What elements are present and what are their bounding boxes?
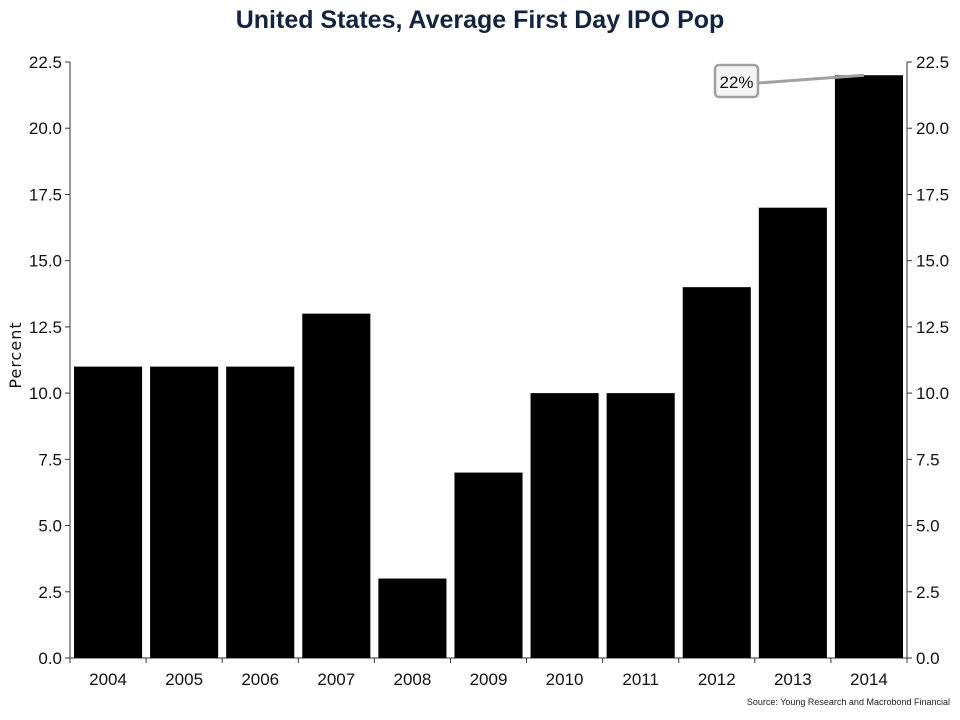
bar-2011 xyxy=(606,393,675,658)
y-tick-label-right: 0.0 xyxy=(916,649,940,668)
y-tick-label-right: 10.0 xyxy=(916,384,949,403)
value-callout: 22% xyxy=(713,63,865,99)
y-tick-label-left: 12.5 xyxy=(29,318,62,337)
x-tick-label-2014: 2014 xyxy=(850,670,888,689)
y-tick-label-right: 15.0 xyxy=(916,252,949,271)
x-tick-label-2004: 2004 xyxy=(89,670,127,689)
y-tick-label-left: 22.5 xyxy=(29,53,62,72)
x-tick-label-2010: 2010 xyxy=(546,670,584,689)
y-tick-label-right: 17.5 xyxy=(916,185,949,204)
bar-2004 xyxy=(74,366,143,658)
y-tick-label-right: 22.5 xyxy=(916,53,949,72)
y-tick-label-left: 10.0 xyxy=(29,384,62,403)
y-axis-label: Percent xyxy=(6,321,25,388)
bar-2010 xyxy=(530,393,599,658)
bar-2014 xyxy=(834,75,903,658)
source-note: Source: Young Research and Macrobond Fin… xyxy=(746,697,950,707)
y-tick-label-left: 20.0 xyxy=(29,119,62,138)
y-tick-label-left: 7.5 xyxy=(38,450,62,469)
bars xyxy=(74,75,903,658)
chart-title: United States, Average First Day IPO Pop xyxy=(235,6,725,34)
x-tick-label-2011: 2011 xyxy=(622,670,659,689)
callout-label: 22% xyxy=(719,73,753,92)
y-tick-label-right: 7.5 xyxy=(916,450,940,469)
y-tick-label-right: 5.0 xyxy=(916,517,940,536)
bar-2007 xyxy=(302,313,371,658)
y-tick-label-right: 20.0 xyxy=(916,119,949,138)
bar-2005 xyxy=(150,366,219,658)
x-tick-label-2013: 2013 xyxy=(774,670,812,689)
y-tick-label-left: 2.5 xyxy=(38,583,62,602)
bar-2009 xyxy=(454,472,523,658)
bar-2006 xyxy=(226,366,295,658)
bar-2013 xyxy=(758,207,827,658)
callout-leader xyxy=(757,73,865,85)
y-tick-label-left: 0.0 xyxy=(38,649,62,668)
tick-labels: 0.0 0.0 2.5 2.5 5.0 5.0 7.5 7.5 10.0 10.0 12.5 12.5… xyxy=(29,53,949,689)
x-tick-label-2009: 2009 xyxy=(470,670,508,689)
x-tick-label-2006: 2006 xyxy=(241,670,279,689)
callout-box xyxy=(713,63,760,99)
bar-2008 xyxy=(378,578,447,658)
y-tick-label-left: 15.0 xyxy=(29,252,62,271)
y-tick-label-left: 17.5 xyxy=(29,185,62,204)
x-tick-label-2012: 2012 xyxy=(698,670,736,689)
bar-2012 xyxy=(682,287,751,658)
y-tick-label-right: 2.5 xyxy=(916,583,940,602)
x-tick-label-2008: 2008 xyxy=(393,670,431,689)
y-tick-label-left: 5.0 xyxy=(38,517,62,536)
x-tick-label-2005: 2005 xyxy=(165,670,203,689)
x-tick-label-2007: 2007 xyxy=(317,670,355,689)
y-tick-label-right: 12.5 xyxy=(916,318,949,337)
